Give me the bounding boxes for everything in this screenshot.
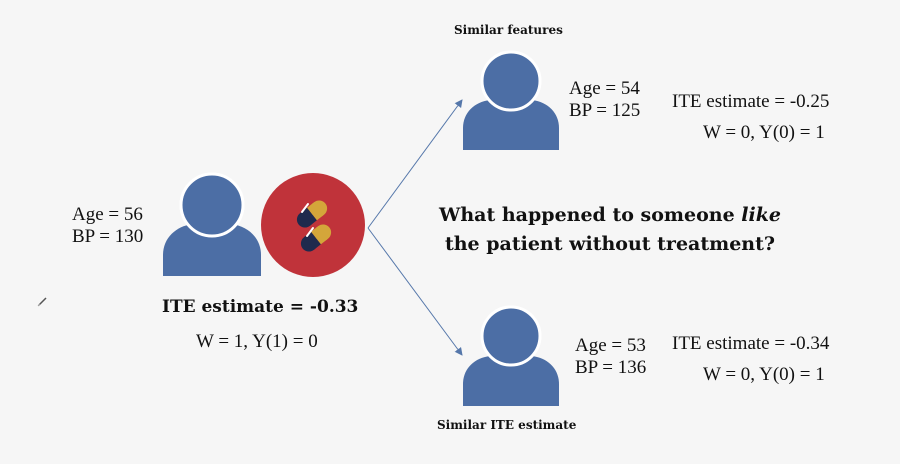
similar-ite-age: Age = 53 — [575, 335, 646, 356]
central-question: What happened to someone like the patien… — [410, 201, 810, 258]
arrow-to-similar-ite — [367, 227, 463, 356]
similar-features-age: Age = 54 — [569, 78, 640, 99]
pill-capsule-icon — [261, 173, 365, 277]
question-emphasis: like — [741, 204, 781, 226]
question-prefix: What happened to someone — [439, 204, 742, 226]
similar-ite-outcome: W = 0, Y(0) = 1 — [703, 364, 825, 385]
similar-features-ite-estimate: ITE estimate = -0.25 — [672, 91, 830, 112]
patient-ite-estimate: ITE estimate = -0.33 — [162, 297, 359, 317]
similar-ite-heading: Similar ITE estimate — [437, 418, 577, 432]
patient-person-icon — [163, 172, 261, 276]
pencil-cursor-icon — [37, 297, 47, 307]
similar-ite-ite-estimate: ITE estimate = -0.34 — [672, 333, 830, 354]
similar-features-person-icon — [463, 50, 559, 150]
similar-features-bp: BP = 125 — [569, 100, 641, 121]
arrow-to-similar-features — [367, 99, 463, 229]
question-line-2: the patient without treatment? — [444, 232, 776, 255]
similar-features-outcome: W = 0, Y(0) = 1 — [703, 122, 825, 143]
patient-age: Age = 56 — [72, 204, 143, 225]
patient-bp: BP = 130 — [72, 226, 144, 247]
patient-outcome: W = 1, Y(1) = 0 — [196, 331, 318, 352]
similar-ite-bp: BP = 136 — [575, 357, 647, 378]
similar-ite-person-icon — [463, 305, 559, 406]
similar-features-heading: Similar features — [454, 23, 563, 37]
